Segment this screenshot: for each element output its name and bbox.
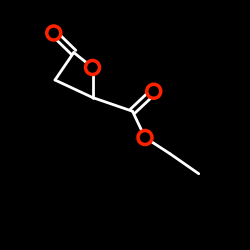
Circle shape <box>138 130 152 144</box>
Circle shape <box>86 60 100 74</box>
Circle shape <box>47 26 61 40</box>
Circle shape <box>147 84 161 98</box>
